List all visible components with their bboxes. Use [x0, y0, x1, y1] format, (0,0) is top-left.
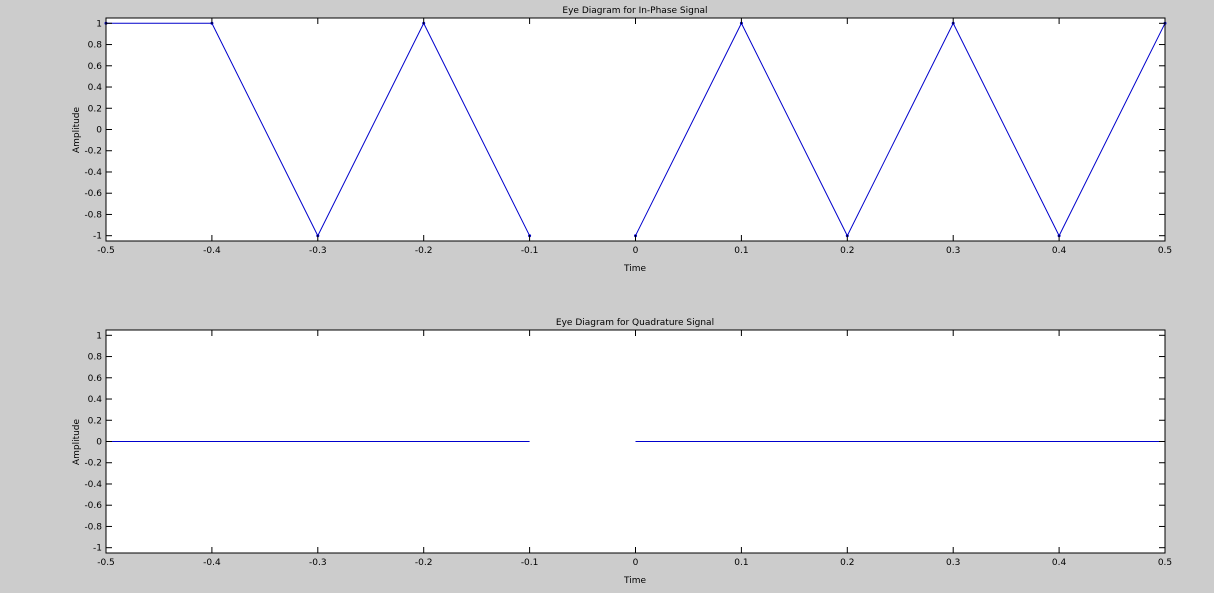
- inphase-ytick-label: 0: [96, 126, 102, 136]
- quadrature-ytick-label: -0.6: [84, 501, 102, 511]
- inphase-ylabel: Amplitude: [72, 106, 82, 153]
- quadrature-xtick-label: -0.1: [521, 558, 539, 568]
- inphase-xtick-label: 0.1: [734, 246, 748, 256]
- inphase-xlabel: Time: [623, 264, 646, 274]
- inphase-ytick-label: 1: [96, 19, 102, 29]
- inphase-xtick-label: 0.2: [840, 246, 854, 256]
- quadrature-xtick-label: -0.3: [309, 558, 327, 568]
- quadrature-ytick-label: 0.2: [88, 416, 102, 426]
- quadrature-ytick-label: -1: [93, 544, 102, 554]
- quadrature-ytick-label: 0.6: [88, 374, 103, 384]
- inphase-ytick-label: -0.8: [84, 210, 102, 220]
- quadrature-axes: Eye Diagram for Quadrature Signal Time A…: [72, 318, 1172, 586]
- quadrature-xtick-label: 0.1: [734, 558, 748, 568]
- quadrature-ytick-label: 0.4: [88, 395, 103, 405]
- quadrature-ytick-label: 1: [96, 331, 102, 341]
- inphase-series-1-line: [635, 22, 1166, 237]
- inphase-ytick-label: -0.4: [84, 168, 102, 178]
- quadrature-title: Eye Diagram for Quadrature Signal: [556, 318, 714, 328]
- quadrature-xlabel: Time: [623, 576, 646, 586]
- inphase-xtick-label: -0.4: [203, 246, 221, 256]
- inphase-ytick-label: 0.6: [88, 62, 103, 72]
- quadrature-xtick-label: 0.2: [840, 558, 854, 568]
- quadrature-xtick-label: 0: [633, 558, 639, 568]
- inphase-ytick-label: 0.8: [88, 41, 103, 51]
- inphase-xtick-label: -0.5: [97, 246, 115, 256]
- quadrature-ytick-label: -0.8: [84, 522, 102, 532]
- inphase-ytick-label: -0.2: [84, 147, 102, 157]
- inphase-xtick-label: -0.1: [521, 246, 539, 256]
- quadrature-xtick-label: 0.3: [946, 558, 960, 568]
- quadrature-xtick-label: -0.4: [203, 558, 221, 568]
- inphase-xtick-label: -0.3: [309, 246, 327, 256]
- inphase-xtick-label: 0.4: [1052, 246, 1067, 256]
- quadrature-xtick-label: -0.5: [97, 558, 115, 568]
- inphase-axes: Eye Diagram for In-Phase Signal Time Amp…: [72, 6, 1172, 274]
- quadrature-ytick-label: -0.2: [84, 459, 102, 469]
- inphase-title: Eye Diagram for In-Phase Signal: [562, 6, 707, 16]
- quadrature-ytick-label: -0.4: [84, 480, 102, 490]
- quadrature-xtick-label: 0.4: [1052, 558, 1067, 568]
- inphase-xtick-label: 0.3: [946, 246, 960, 256]
- inphase-ytick-label: 0.4: [88, 83, 103, 93]
- inphase-ytick-label: -1: [93, 232, 102, 242]
- inphase-plot-area: [106, 18, 1165, 241]
- inphase-ytick-label: -0.6: [84, 189, 102, 199]
- inphase-xtick-label: -0.2: [415, 246, 433, 256]
- quadrature-xtick-label: -0.2: [415, 558, 433, 568]
- inphase-xtick-label: 0.5: [1158, 246, 1172, 256]
- quadrature-ytick-label: 0.8: [88, 353, 103, 363]
- inphase-xtick-label: 0: [633, 246, 639, 256]
- quadrature-ylabel: Amplitude: [72, 418, 82, 465]
- quadrature-ytick-label: 0: [96, 438, 102, 448]
- inphase-ytick-label: 0.2: [88, 104, 102, 114]
- quadrature-xtick-label: 0.5: [1158, 558, 1172, 568]
